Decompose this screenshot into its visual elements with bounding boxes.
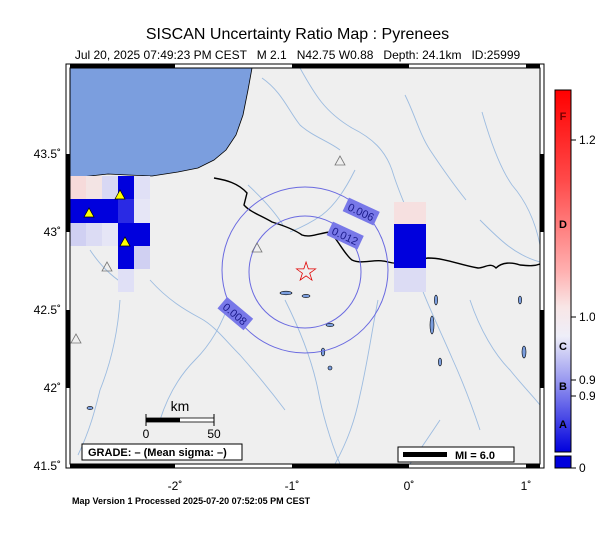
y-tick-label: 42˚	[44, 381, 61, 395]
colorbar-value: 0.9	[579, 389, 595, 403]
scale-bar-max: 50	[207, 427, 221, 441]
scale-bar: km 0 50	[143, 398, 221, 441]
colorbar-grade: B	[559, 381, 567, 393]
grade-text: GRADE: – (Mean sigma: –)	[88, 447, 227, 459]
event-info: Jul 20, 2025 07:49:23 PM CEST M 2.1 N42.…	[74, 48, 521, 62]
sea-bay-of-biscay	[70, 68, 253, 179]
france-spain-border	[213, 177, 540, 269]
x-tick-label: 0˚	[404, 479, 415, 493]
colorbar-grade: A	[559, 419, 567, 431]
colorbar: F D C B A 1.2 1.0 0.9 0.9 0	[554, 89, 595, 475]
x-axis-labels: -2˚ -1˚ 0˚ 1˚	[168, 479, 532, 493]
y-axis-labels: 43.5˚ 43˚ 42.5˚ 42˚ 41.5˚	[34, 147, 61, 473]
ratio-cells-west	[70, 176, 150, 292]
station-marker	[119, 236, 131, 247]
scale-bar-unit: km	[171, 398, 190, 414]
colorbar-value: 0	[579, 461, 586, 475]
x-tick-label: 1˚	[521, 479, 532, 493]
y-tick-label: 43.5˚	[34, 147, 61, 161]
uncertainty-contours	[221, 186, 389, 354]
colorbar-grade: D	[559, 219, 567, 231]
stations	[70, 155, 346, 344]
colorbar-value: 1.0	[579, 310, 595, 324]
map-title: SISCAN Uncertainty Ratio Map : Pyrenees	[145, 26, 450, 43]
mi-legend-text: MI = 6.0	[455, 450, 495, 462]
processing-footer: Map Version 1 Processed 2025-07-20 07:52…	[72, 496, 311, 506]
ratio-cells-east	[394, 202, 426, 292]
colorbar-grade: C	[559, 341, 567, 353]
x-tick-label: -1˚	[285, 479, 300, 493]
rivers	[77, 68, 540, 464]
station-marker-inactive	[70, 333, 82, 344]
mi-legend: MI = 6.0	[397, 446, 515, 463]
colorbar-value: 0.9	[579, 373, 595, 387]
map-frame	[65, 63, 545, 469]
lakes	[86, 290, 527, 410]
colorbar-grade: F	[560, 111, 567, 123]
station-marker	[83, 207, 95, 218]
grade-box: GRADE: – (Mean sigma: –)	[81, 443, 243, 461]
y-tick-label: 41.5˚	[34, 459, 61, 473]
y-tick-label: 43˚	[44, 225, 61, 239]
scale-bar-zero: 0	[143, 427, 150, 441]
epicenter-star-icon: ☆	[293, 256, 318, 287]
x-tick-label: -2˚	[168, 479, 183, 493]
station-marker	[114, 189, 126, 200]
station-marker-inactive	[101, 261, 113, 272]
colorbar-value: 1.2	[579, 133, 595, 147]
y-tick-label: 42.5˚	[34, 303, 61, 317]
station-marker-inactive	[251, 242, 263, 253]
map-area: 0.006 0.012 0.008 ☆ km	[70, 68, 540, 464]
station-marker-inactive	[334, 155, 346, 166]
